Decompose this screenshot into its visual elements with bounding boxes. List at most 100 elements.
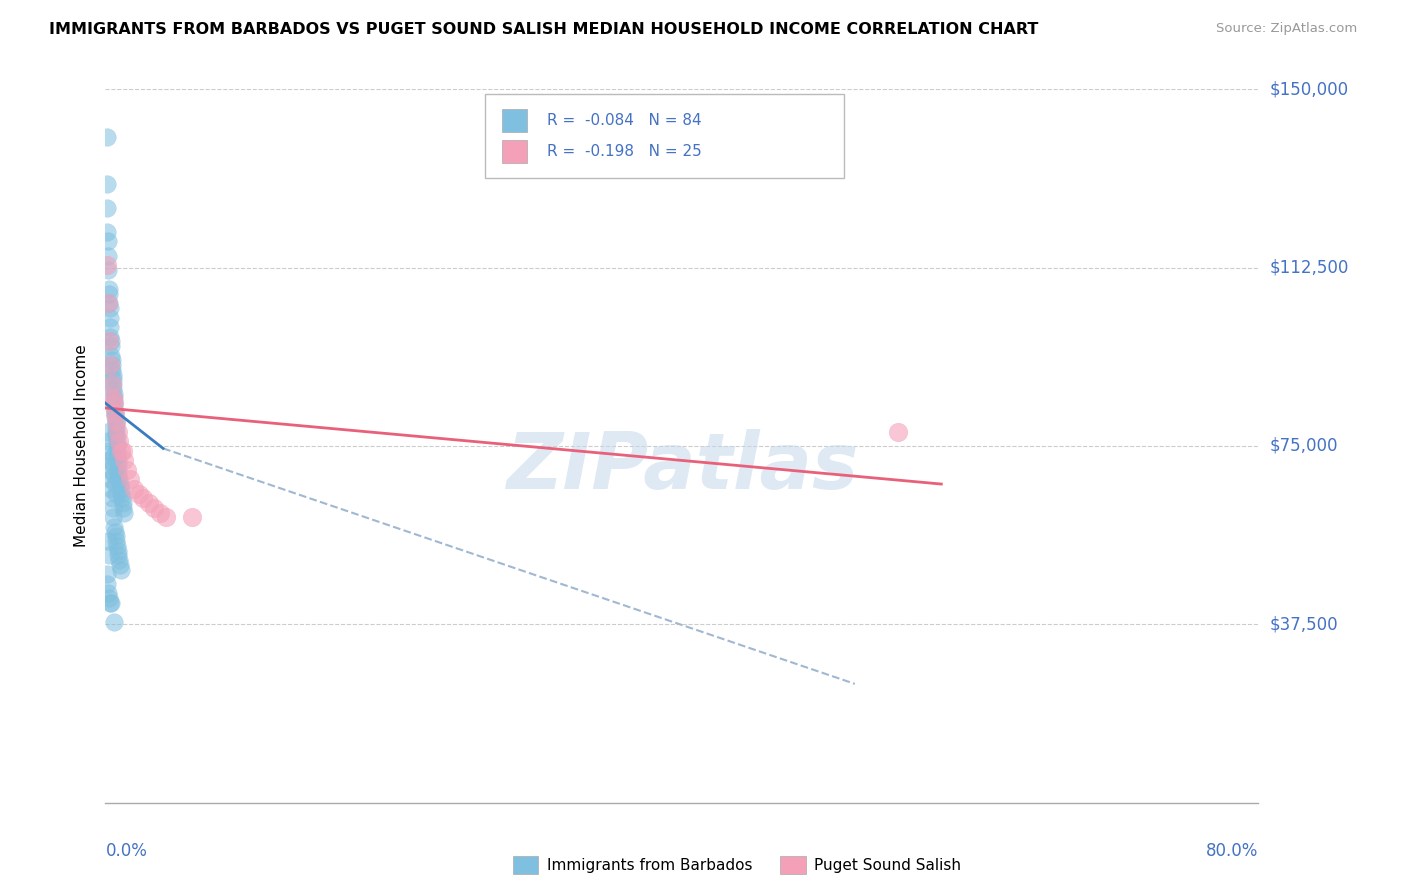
Point bbox=[104, 477, 127, 491]
Point bbox=[132, 491, 155, 506]
Point bbox=[97, 235, 120, 249]
Text: ZIPatlas: ZIPatlas bbox=[506, 429, 858, 506]
Point bbox=[103, 615, 125, 629]
Point bbox=[110, 486, 132, 500]
Point bbox=[103, 392, 125, 406]
Point bbox=[103, 458, 125, 472]
Point bbox=[96, 425, 118, 439]
Point bbox=[105, 539, 128, 553]
Point bbox=[104, 415, 127, 429]
Point bbox=[98, 463, 121, 477]
Y-axis label: Median Household Income: Median Household Income bbox=[75, 344, 90, 548]
Point bbox=[105, 429, 128, 443]
Point bbox=[105, 443, 128, 458]
Text: IMMIGRANTS FROM BARBADOS VS PUGET SOUND SALISH MEDIAN HOUSEHOLD INCOME CORRELATI: IMMIGRANTS FROM BARBADOS VS PUGET SOUND … bbox=[49, 22, 1039, 37]
Point bbox=[96, 567, 118, 582]
Text: R =  -0.084   N = 84: R = -0.084 N = 84 bbox=[547, 113, 702, 128]
Point bbox=[100, 329, 122, 343]
Point bbox=[124, 482, 146, 496]
Point bbox=[103, 520, 125, 534]
Text: $150,000: $150,000 bbox=[1270, 80, 1348, 98]
Point bbox=[103, 510, 125, 524]
Point bbox=[98, 301, 121, 315]
Point bbox=[108, 558, 131, 572]
Point bbox=[112, 453, 135, 467]
Point bbox=[104, 425, 127, 439]
Point bbox=[100, 596, 122, 610]
Point bbox=[103, 401, 125, 415]
Point bbox=[104, 410, 127, 425]
Point bbox=[100, 339, 122, 353]
Point bbox=[98, 596, 121, 610]
Point bbox=[104, 529, 127, 543]
Point bbox=[101, 377, 124, 392]
Point bbox=[101, 449, 124, 463]
Point bbox=[97, 263, 120, 277]
Text: 0.0%: 0.0% bbox=[105, 842, 148, 860]
Point bbox=[101, 491, 124, 506]
Point bbox=[101, 358, 124, 372]
Point bbox=[128, 486, 150, 500]
Point bbox=[98, 320, 121, 334]
Text: R =  -0.198   N = 25: R = -0.198 N = 25 bbox=[547, 145, 702, 159]
Point bbox=[101, 368, 124, 382]
Point bbox=[98, 334, 121, 349]
Point bbox=[96, 178, 118, 192]
Point bbox=[149, 506, 172, 520]
Point bbox=[98, 591, 121, 606]
Point bbox=[103, 467, 125, 482]
Point bbox=[100, 482, 122, 496]
Text: Source: ZipAtlas.com: Source: ZipAtlas.com bbox=[1216, 22, 1357, 36]
Point bbox=[108, 472, 131, 486]
Point bbox=[98, 453, 121, 467]
Point bbox=[101, 372, 124, 386]
Point bbox=[105, 415, 128, 429]
Point bbox=[180, 510, 204, 524]
Text: Immigrants from Barbados: Immigrants from Barbados bbox=[547, 858, 752, 872]
Point bbox=[111, 496, 134, 510]
Point bbox=[107, 458, 129, 472]
Point bbox=[103, 396, 125, 410]
Point bbox=[115, 463, 138, 477]
Point bbox=[105, 439, 128, 453]
Text: Puget Sound Salish: Puget Sound Salish bbox=[814, 858, 962, 872]
Text: $75,000: $75,000 bbox=[1270, 437, 1339, 455]
Point bbox=[97, 434, 120, 449]
Point bbox=[97, 586, 120, 600]
Point bbox=[97, 296, 120, 310]
Point bbox=[107, 425, 129, 439]
Point bbox=[108, 477, 131, 491]
Point bbox=[107, 467, 129, 482]
Point bbox=[101, 363, 124, 377]
Point bbox=[108, 434, 131, 449]
Point bbox=[101, 377, 124, 392]
Point bbox=[101, 500, 124, 515]
Point bbox=[104, 420, 127, 434]
Point bbox=[96, 577, 118, 591]
Point bbox=[98, 310, 121, 325]
Point bbox=[100, 353, 122, 368]
Point bbox=[112, 506, 135, 520]
Point bbox=[110, 443, 132, 458]
Point bbox=[143, 500, 166, 515]
Point bbox=[110, 563, 132, 577]
Point bbox=[118, 472, 141, 486]
Point bbox=[887, 425, 910, 439]
Point bbox=[111, 443, 134, 458]
Point bbox=[104, 524, 127, 539]
Point bbox=[103, 392, 125, 406]
Point bbox=[155, 510, 177, 524]
Point bbox=[96, 258, 118, 272]
Point bbox=[96, 201, 118, 215]
Point bbox=[103, 382, 125, 396]
Point bbox=[111, 491, 134, 506]
Point bbox=[97, 443, 120, 458]
Point bbox=[105, 534, 128, 549]
Point bbox=[107, 549, 129, 563]
Point bbox=[105, 449, 128, 463]
Point bbox=[98, 286, 121, 301]
Point bbox=[96, 225, 118, 239]
Point bbox=[104, 406, 127, 420]
Point bbox=[100, 334, 122, 349]
Point bbox=[97, 282, 120, 296]
